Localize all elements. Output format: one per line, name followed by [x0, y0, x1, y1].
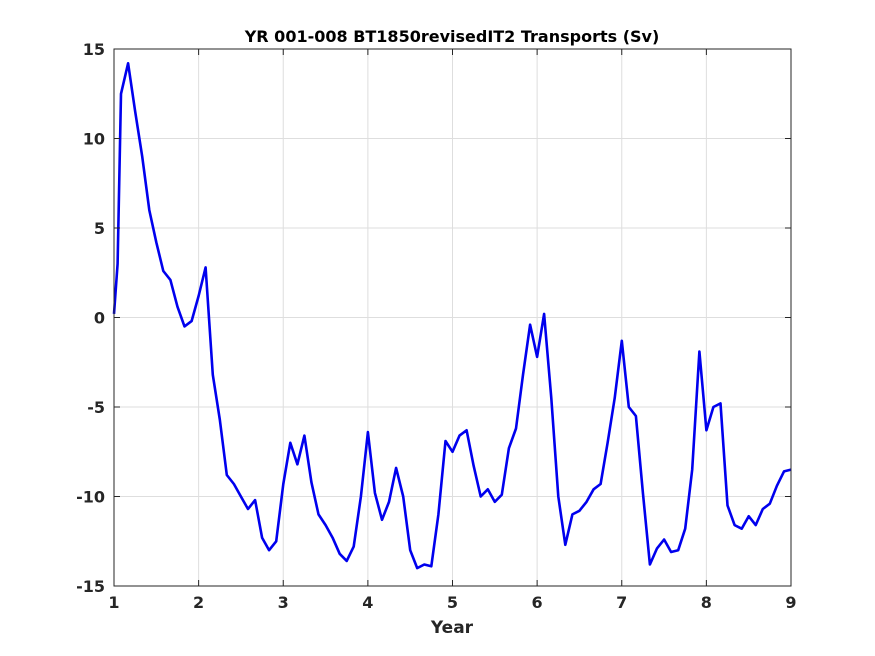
grid-lines	[114, 49, 791, 586]
x-tick-label: 8	[701, 593, 712, 612]
x-tick-label: 3	[278, 593, 289, 612]
y-tick-label: -15	[76, 577, 105, 596]
y-tick-label: 0	[94, 309, 105, 328]
y-tick-label: 15	[83, 40, 105, 59]
x-axis-label: Year	[430, 618, 474, 638]
y-tick-label: 5	[94, 219, 105, 238]
x-tick-label: 6	[532, 593, 543, 612]
tick-marks	[113, 48, 792, 587]
chart-title: YR 001-008 BT1850revisedIT2 Transports (…	[244, 27, 660, 46]
x-tick-label: 9	[785, 593, 796, 612]
x-tick-label: 2	[193, 593, 204, 612]
x-tick-label: 7	[616, 593, 627, 612]
y-tick-label: 10	[83, 130, 105, 149]
series-line	[112, 61, 792, 570]
x-tick-label: 4	[362, 593, 373, 612]
series-layer	[112, 61, 792, 570]
y-tick-label: -10	[76, 488, 105, 507]
y-tick-label: -5	[87, 398, 105, 417]
y-tick-labels: 15 10 5 0 -5 -10 -15	[76, 40, 105, 596]
x-tick-label: 1	[108, 593, 119, 612]
x-tick-label: 5	[447, 593, 458, 612]
x-tick-labels: 1 2 3 4 5 6 7 8 9	[108, 593, 796, 612]
